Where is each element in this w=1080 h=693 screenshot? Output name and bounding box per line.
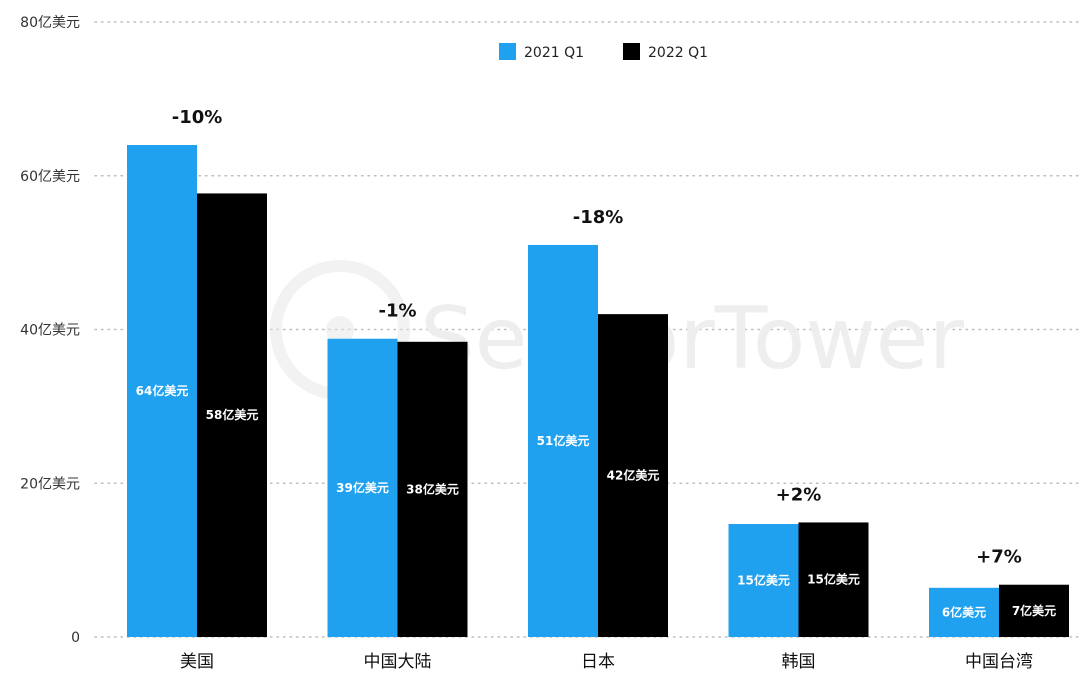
legend-label: 2022 Q1	[648, 45, 708, 61]
x-tick-label: 中国台湾	[965, 652, 1033, 672]
bar	[929, 587, 999, 637]
bar	[728, 523, 799, 637]
bars: 64亿美元 58亿美元 -10% 39亿美元 38亿美元 -1% 51亿美元 42亿美元 -18…	[127, 107, 1069, 637]
change-label: -1%	[378, 301, 416, 322]
x-tick-label: 美国	[180, 652, 214, 672]
y-tick-label: 80亿美元	[20, 15, 80, 31]
bar-value-label: 15亿美元	[737, 572, 790, 587]
change-label: +2%	[776, 484, 822, 505]
legend-label: 2021 Q1	[524, 45, 584, 61]
y-tick-label: 60亿美元	[20, 169, 80, 185]
x-tick-label: 韩国	[782, 652, 816, 672]
x-axis: 美国 中国大陆 日本 韩国 中国台湾	[180, 652, 1033, 672]
legend-swatch	[623, 43, 640, 60]
change-label: -18%	[573, 207, 624, 228]
bar-value-label: 7亿美元	[1012, 603, 1056, 618]
bar-value-label: 58亿美元	[206, 407, 259, 422]
y-tick-label: 20亿美元	[20, 476, 80, 492]
bar	[528, 244, 598, 637]
bar	[598, 314, 668, 637]
bar	[127, 145, 197, 637]
change-label: -10%	[172, 107, 223, 128]
y-tick-label: 40亿美元	[20, 323, 80, 339]
bar-value-label: 38亿美元	[406, 481, 459, 496]
bar	[798, 522, 869, 637]
change-label: +7%	[976, 547, 1022, 568]
bar	[999, 584, 1069, 637]
bar-value-label: 51亿美元	[537, 433, 590, 448]
watermark-text: SensorTower	[420, 289, 965, 389]
x-tick-label: 中国大陆	[364, 652, 432, 672]
bar-value-label: 64亿美元	[136, 383, 189, 398]
bar	[197, 193, 267, 637]
y-tick-label: 0	[71, 630, 80, 646]
legend-swatch	[499, 43, 516, 60]
bar-value-label: 39亿美元	[336, 480, 389, 495]
bar-value-label: 42亿美元	[607, 468, 660, 483]
y-axis: 0 20亿美元 40亿美元 60亿美元 80亿美元	[20, 15, 80, 646]
bar-value-label: 6亿美元	[942, 604, 986, 619]
legend: 2021 Q1 2022 Q1	[499, 43, 708, 61]
bar	[327, 338, 398, 637]
bar	[397, 341, 468, 637]
bar-value-label: 15亿美元	[807, 572, 860, 587]
x-tick-label: 日本	[581, 652, 615, 672]
